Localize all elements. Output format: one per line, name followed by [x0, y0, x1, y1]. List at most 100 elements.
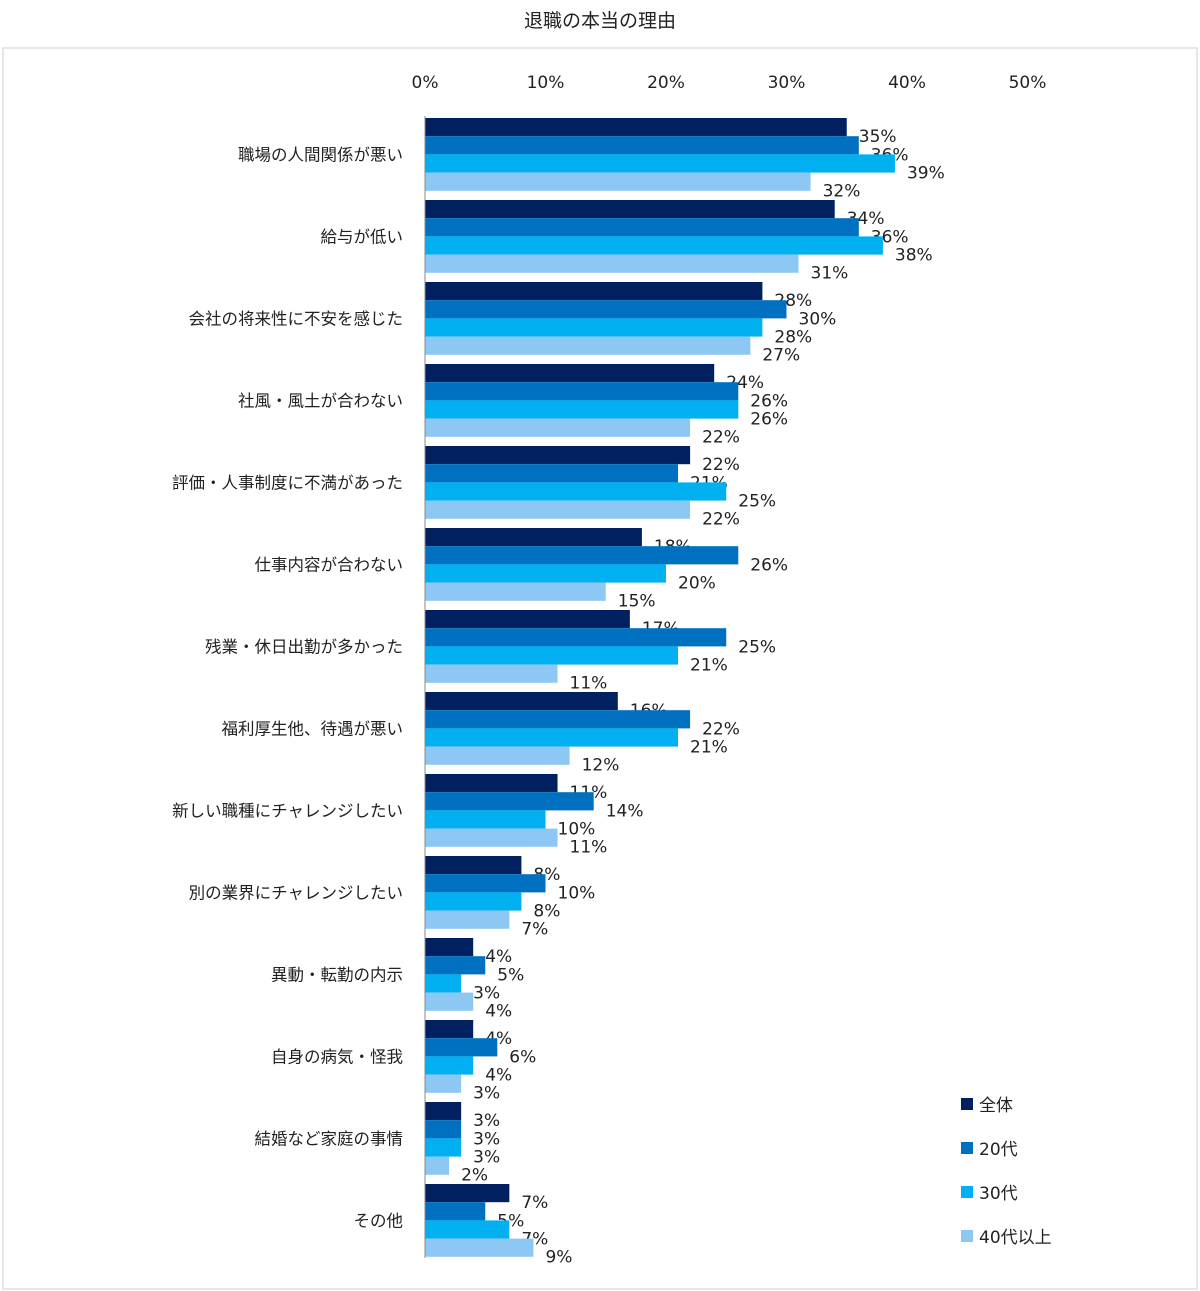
x-tick-label: 0%	[412, 73, 439, 93]
bar-3	[425, 892, 522, 911]
bar-1	[425, 938, 474, 957]
bar-2	[425, 300, 787, 319]
bar-1	[425, 610, 630, 629]
bar-4	[425, 500, 691, 519]
bar-1	[425, 282, 763, 301]
data-label: 4%	[485, 1002, 512, 1022]
bar-1	[425, 200, 835, 219]
bar-2	[425, 628, 727, 647]
data-label: 22%	[702, 719, 740, 739]
data-label: 4%	[485, 947, 512, 967]
data-label: 3%	[473, 1148, 500, 1168]
chart-title: 退職の本当の理由	[523, 10, 676, 32]
category-label: その他	[354, 1211, 404, 1230]
bar-2	[425, 464, 679, 483]
bar-4	[425, 172, 811, 191]
bar-2	[425, 382, 739, 401]
bar-4	[425, 254, 799, 273]
bar-4	[425, 418, 691, 437]
category-label: 社風・風土が合わない	[238, 391, 403, 410]
category-label: 自身の病気・怪我	[271, 1047, 403, 1066]
bar-3	[425, 974, 462, 993]
data-label: 3%	[473, 984, 500, 1004]
bar-1	[425, 856, 522, 875]
category-label: 職場の人間関係が悪い	[238, 145, 403, 164]
data-label: 11%	[570, 674, 608, 694]
data-label: 26%	[750, 555, 788, 575]
data-label: 39%	[907, 164, 945, 184]
data-label: 10%	[558, 883, 596, 903]
data-label: 3%	[473, 1129, 500, 1149]
bar-2	[425, 956, 486, 975]
data-label: 26%	[750, 410, 788, 430]
bar-3	[425, 1056, 474, 1075]
data-label: 4%	[485, 1066, 512, 1086]
chart-panel	[2, 47, 1198, 1290]
legend-swatch	[961, 1142, 973, 1154]
x-tick-label: 10%	[527, 73, 565, 93]
bar-1	[425, 528, 642, 547]
data-label: 3%	[473, 1084, 500, 1104]
data-label: 10%	[558, 820, 596, 840]
bar-3	[425, 728, 679, 747]
data-label: 22%	[702, 455, 740, 475]
category-label: 給与が低い	[321, 227, 404, 246]
data-label: 25%	[738, 492, 776, 512]
bar-2	[425, 874, 546, 893]
category-label: 新しい職種にチャレンジしたい	[172, 801, 403, 820]
bar-1	[425, 692, 618, 711]
bar-2	[425, 710, 691, 729]
bar-4	[425, 1238, 534, 1257]
bar-4	[425, 992, 474, 1011]
category-label: 異動・転勤の内示	[271, 965, 403, 984]
data-label: 6%	[509, 1047, 536, 1067]
bar-3	[425, 236, 883, 255]
data-label: 22%	[702, 510, 740, 530]
data-label: 7%	[521, 1193, 548, 1213]
legend-label: 30代	[979, 1184, 1018, 1204]
data-label: 26%	[750, 391, 788, 411]
data-label: 21%	[690, 656, 728, 676]
data-label: 20%	[678, 574, 716, 594]
bar-4	[425, 582, 606, 601]
bar-3	[425, 564, 666, 583]
data-label: 30%	[799, 309, 837, 329]
legend-swatch	[961, 1230, 973, 1242]
bar-4	[425, 746, 570, 765]
bar-3	[425, 400, 739, 419]
data-label: 31%	[811, 264, 849, 284]
x-tick-label: 20%	[647, 73, 685, 93]
data-label: 35%	[859, 127, 897, 147]
category-label: 別の業界にチャレンジしたい	[189, 883, 403, 902]
bar-2	[425, 1202, 486, 1221]
data-label: 14%	[606, 801, 644, 821]
category-label: 評価・人事制度に不満があった	[172, 473, 403, 492]
bar-1	[425, 446, 691, 465]
bar-1	[425, 1102, 462, 1121]
data-label: 28%	[774, 328, 812, 348]
bar-1	[425, 118, 847, 137]
bar-3	[425, 318, 763, 337]
x-tick-label: 30%	[768, 73, 806, 93]
data-label: 7%	[521, 920, 548, 940]
bar-2	[425, 1120, 462, 1139]
bar-2	[425, 136, 859, 155]
bar-3	[425, 1220, 510, 1239]
category-label: 仕事内容が合わない	[255, 555, 404, 574]
data-label: 21%	[690, 738, 728, 758]
bar-1	[425, 1184, 510, 1203]
bar-4	[425, 664, 558, 683]
legend-label: 20代	[979, 1140, 1018, 1160]
data-label: 32%	[823, 182, 861, 202]
data-label: 2%	[461, 1166, 488, 1186]
bar-3	[425, 482, 727, 501]
bar-1	[425, 774, 558, 793]
bar-3	[425, 646, 679, 665]
bar-1	[425, 1020, 474, 1039]
data-label: 22%	[702, 428, 740, 448]
bar-3	[425, 810, 546, 829]
x-tick-label: 50%	[1009, 73, 1047, 93]
legend-label: 40代以上	[979, 1228, 1052, 1248]
bar-1	[425, 364, 715, 383]
data-label: 25%	[738, 637, 776, 657]
